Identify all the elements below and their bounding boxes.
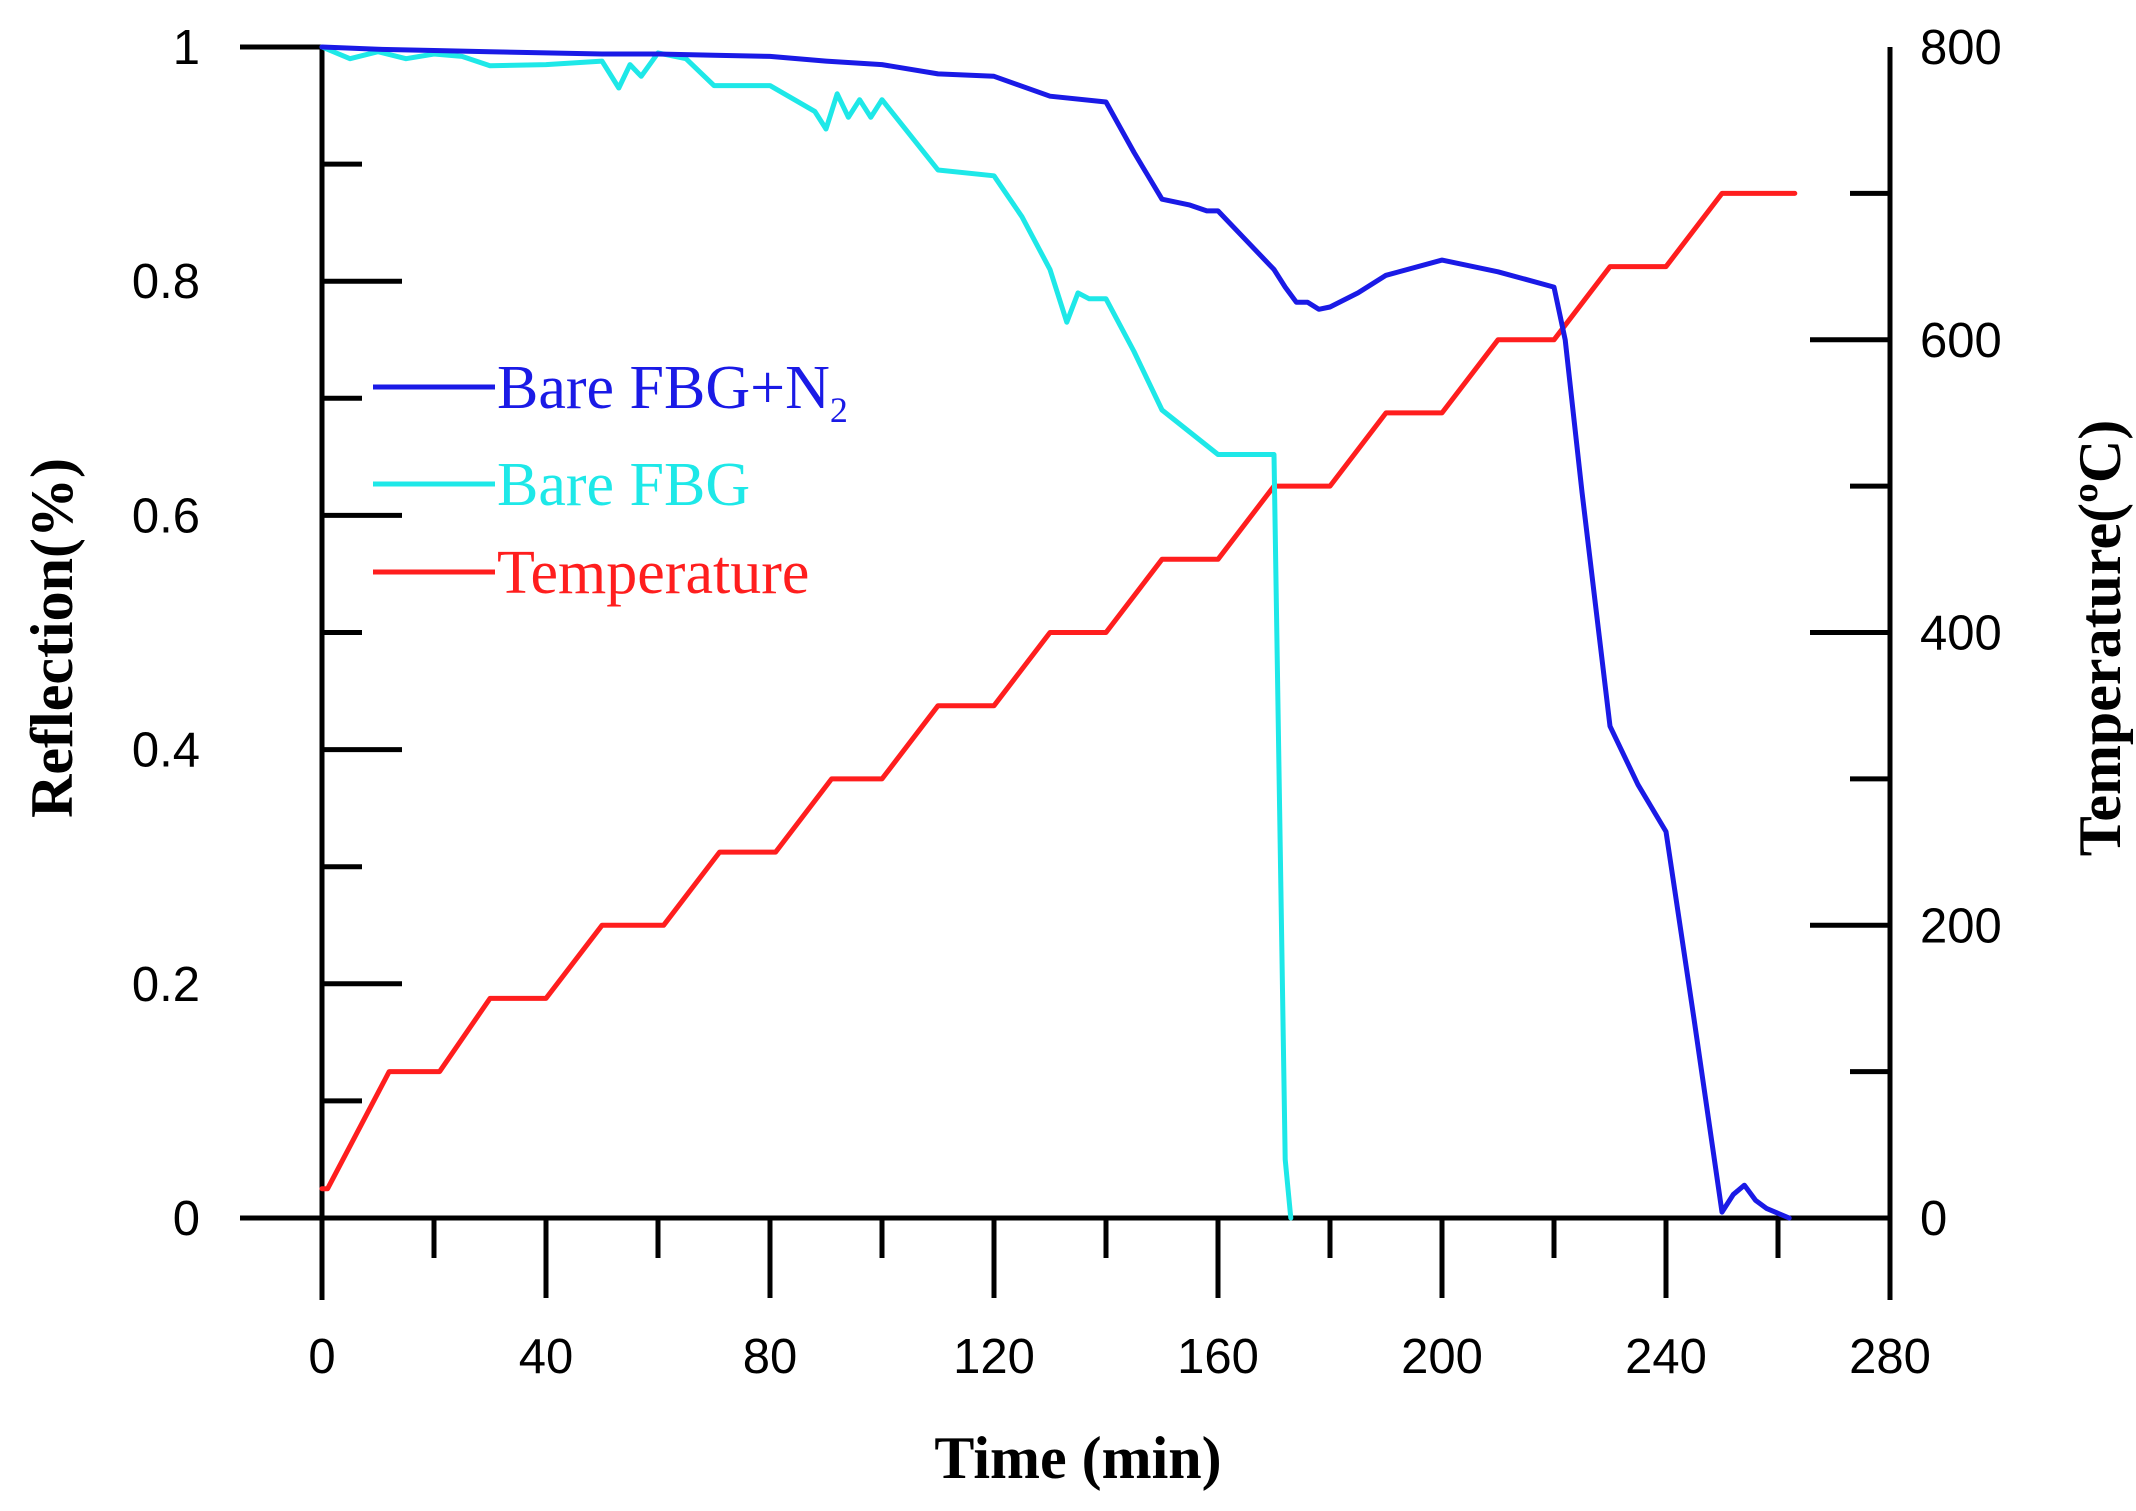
axes [240,44,1893,1300]
x-axis-title: Time (min) [934,1425,1221,1491]
series-line-temperature [319,190,1798,1192]
legend-item-bare-fbg-n2: Bare FBG+N2 [373,354,848,430]
x-tick-label: 0 [308,1330,335,1384]
legend-label-temperature: Temperature [497,539,809,607]
x-tick-label: 240 [1625,1330,1707,1384]
series-lines [319,44,1798,1221]
legend-item-bare-fbg: Bare FBG [373,451,750,519]
y2-tick-label: 0 [1920,1192,1947,1246]
y2-tick-label: 800 [1920,21,2002,75]
y2-axis-title: Temperature(ºC) [2067,420,2133,856]
series-line-bare-fbg-n2 [319,44,1792,1221]
x-tick-label: 120 [953,1330,1035,1384]
y2-tick-label: 600 [1920,314,2002,368]
legend-item-temperature: Temperature [373,539,809,607]
x-tick-label: 280 [1849,1330,1931,1384]
y2-tick-label: 200 [1920,899,2002,953]
series-line-bare-fbg [319,44,1294,1221]
y-axis-title: Reflection(%) [19,458,85,818]
y-tick-label: 1 [173,21,200,75]
y-tick-label: 0.6 [132,489,200,543]
y-tick-label: 0.4 [132,724,200,778]
legend-label-bare-fbg: Bare FBG [497,451,750,519]
x-tick-label: 80 [743,1330,798,1384]
ticks [319,161,1893,1298]
x-tick-label: 160 [1177,1330,1259,1384]
legend-label-bare-fbg-n2: Bare FBG+N2 [497,354,848,430]
y2-tick-label: 400 [1920,607,2002,661]
y-tick-label: 0 [173,1192,200,1246]
y-tick-label: 0.2 [132,958,200,1012]
legend: Bare FBG+N2 Bare FBG Temperature [373,354,848,607]
x-tick-label: 200 [1401,1330,1483,1384]
x-tick-label: 40 [519,1330,574,1384]
tick-labels: 0 40 80 120 160 200 240 280 0 0.2 0.4 0.6 0.8 1 0 200 40… [132,21,2002,1384]
y-tick-label: 0.8 [132,255,200,309]
